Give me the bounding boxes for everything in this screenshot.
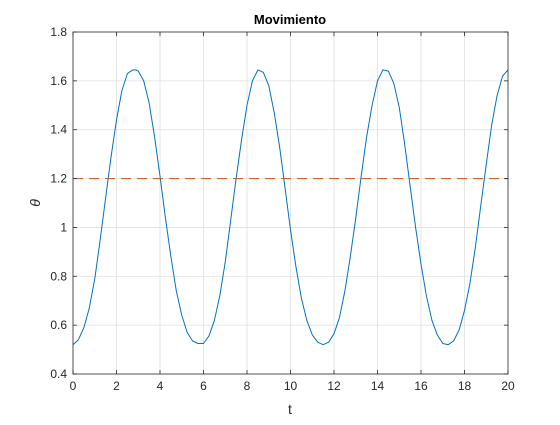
x-tick-label: 4	[157, 379, 164, 393]
chart-title: Movimiento	[254, 12, 326, 27]
y-tick-label: 1	[60, 220, 67, 234]
x-tick-label: 2	[113, 379, 120, 393]
series-layer	[72, 69, 509, 346]
y-tick-label: 0.8	[50, 269, 67, 283]
x-tick-label: 12	[327, 379, 341, 393]
y-axis: 0.4 0.6 0.8 1 1.2 1.4 1.6 1.8	[50, 25, 508, 381]
grid-lines	[73, 32, 508, 374]
theta-series-line	[72, 69, 509, 346]
y-tick-label: 0.4	[50, 367, 67, 381]
y-axis-label: θ	[27, 199, 43, 207]
y-tick-label: 1.4	[50, 123, 67, 137]
y-tick-label: 1.6	[50, 74, 67, 88]
y-tick-label: 1.8	[50, 25, 67, 39]
y-tick-label: 0.6	[50, 318, 67, 332]
x-tick-label: 0	[70, 379, 77, 393]
x-tick-label: 8	[244, 379, 251, 393]
x-tick-label: 16	[414, 379, 428, 393]
x-tick-label: 14	[371, 379, 385, 393]
x-tick-label: 10	[284, 379, 298, 393]
x-tick-label: 20	[501, 379, 515, 393]
x-axis: 0 2 4 6 8 10 12 14 16 18 20	[70, 32, 515, 393]
y-tick-label: 1.2	[50, 172, 67, 186]
x-tick-label: 6	[200, 379, 207, 393]
x-tick-label: 18	[458, 379, 472, 393]
x-axis-label: t	[288, 401, 292, 417]
